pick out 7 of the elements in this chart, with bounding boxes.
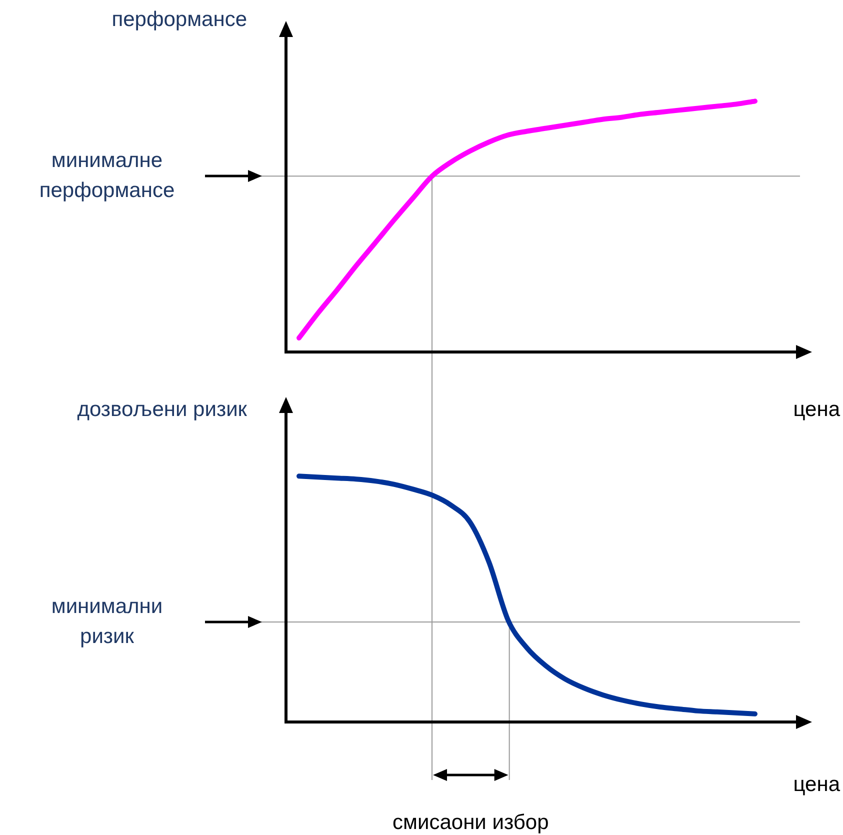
y-axis-title: дозвољени ризик (77, 397, 247, 423)
x-axis-title: цена (793, 397, 840, 423)
text: смисаони избор (392, 810, 549, 835)
x-axis-title: цена (793, 772, 840, 798)
ref-line-label: минимални ризик (50, 594, 164, 650)
y-axis-title: перформансе (112, 7, 247, 33)
ref-line-label: минималне перформансе (38, 148, 176, 204)
